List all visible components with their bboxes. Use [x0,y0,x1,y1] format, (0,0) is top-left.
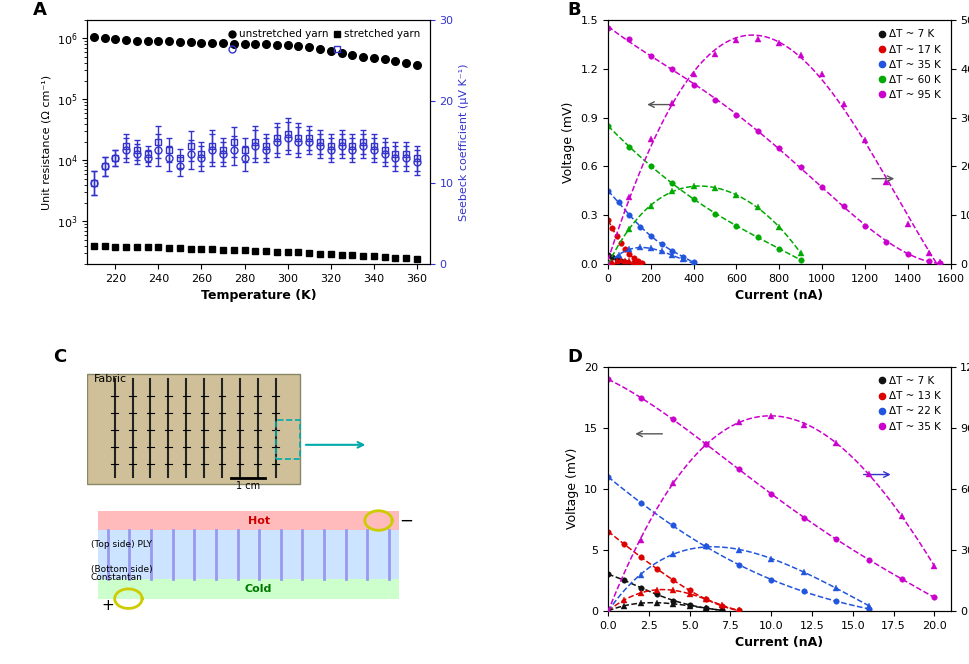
Text: D: D [566,348,581,366]
X-axis label: Current (nA): Current (nA) [735,636,823,649]
Text: +: + [101,598,113,614]
X-axis label: Temperature (K): Temperature (K) [201,290,316,302]
Text: 1 cm: 1 cm [236,481,260,491]
Text: −: − [398,511,413,529]
Text: C: C [53,348,66,366]
Bar [87,374,299,484]
Text: (Top side) PLY: (Top side) PLY [91,540,151,549]
Text: Cold: Cold [244,584,272,594]
Y-axis label: Voltage (mV): Voltage (mV) [565,448,578,529]
Y-axis label: Seebeck coefficient (μV K⁻¹): Seebeck coefficient (μV K⁻¹) [458,63,469,220]
Bar [98,579,398,599]
Text: (Bottom side): (Bottom side) [91,565,152,574]
Text: B: B [566,1,579,19]
Text: Fabric: Fabric [94,374,127,384]
Legend: unstretched yarn, , stretched yarn, : unstretched yarn, , stretched yarn, [222,25,424,58]
Y-axis label: Unit resistance (Ω cm⁻¹): Unit resistance (Ω cm⁻¹) [41,74,51,210]
Bar [98,531,398,579]
Text: Hot: Hot [247,515,269,525]
X-axis label: Current (nA): Current (nA) [735,290,823,302]
Legend: ΔT ~ 7 K, ΔT ~ 17 K, ΔT ~ 35 K, ΔT ~ 60 K, ΔT ~ 95 K: ΔT ~ 7 K, ΔT ~ 17 K, ΔT ~ 35 K, ΔT ~ 60 … [873,25,945,104]
Legend: ΔT ~ 7 K, ΔT ~ 13 K, ΔT ~ 22 K, ΔT ~ 35 K: ΔT ~ 7 K, ΔT ~ 13 K, ΔT ~ 22 K, ΔT ~ 35 … [873,372,945,436]
Text: A: A [32,1,47,19]
Y-axis label: Voltage (mV): Voltage (mV) [561,102,575,183]
Text: Constantan: Constantan [91,574,142,582]
Bar [98,511,398,531]
